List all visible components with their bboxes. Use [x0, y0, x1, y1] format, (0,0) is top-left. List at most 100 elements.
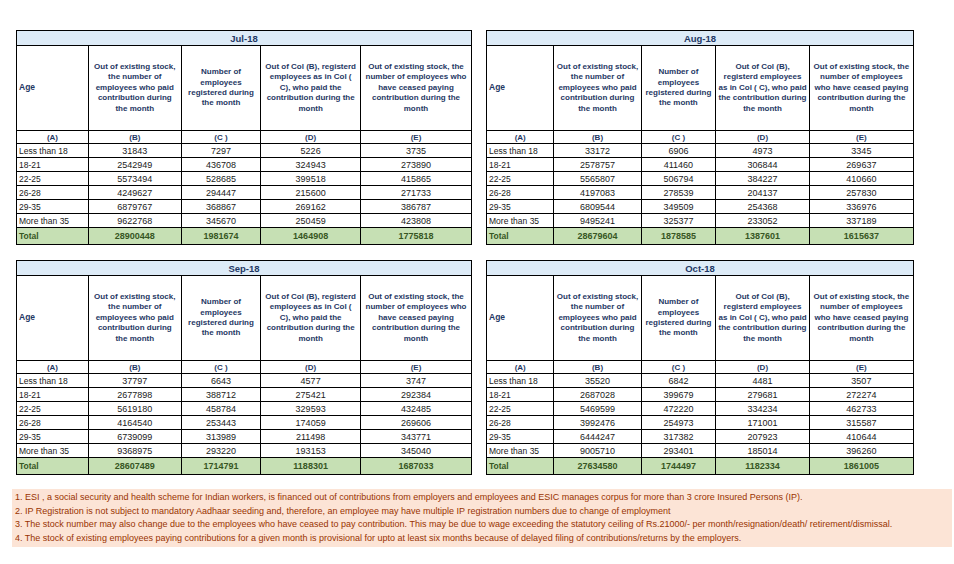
value-cell: 306844: [716, 158, 810, 172]
table-row: Less than 1833172690649733345: [487, 144, 914, 158]
age-cell: 29-35: [487, 430, 554, 444]
value-cell: 6809544: [554, 200, 641, 214]
column-header-b: Out of existing stock, the number of emp…: [88, 46, 181, 131]
total-value-cell: 28679604: [554, 228, 641, 245]
value-cell: 5619180: [88, 402, 181, 416]
table-row: 22-255565807506794384227410660: [487, 172, 914, 186]
age-cell: 26-28: [487, 416, 554, 430]
letter-row: (A) (B) (C ) (D) (E): [17, 131, 472, 144]
value-cell: 388712: [181, 388, 261, 402]
value-cell: 3735: [360, 144, 471, 158]
value-cell: 325377: [641, 214, 716, 228]
month-title: Oct-18: [487, 261, 914, 276]
footnote-2: 2. IP Registration is not subject to man…: [15, 505, 949, 519]
table-jul-18: Jul-18 Age Out of existing stock, the nu…: [16, 30, 472, 245]
month-title: Sep-18: [17, 261, 472, 276]
value-cell: 410644: [809, 430, 913, 444]
letter-d: (D): [716, 131, 810, 144]
value-cell: 207923: [716, 430, 810, 444]
value-cell: 5573494: [88, 172, 181, 186]
value-cell: 6643: [181, 374, 261, 388]
value-cell: 9622768: [88, 214, 181, 228]
table-row: 18-212677898388712275421292384: [17, 388, 472, 402]
letter-e: (E): [360, 131, 471, 144]
age-cell: 26-28: [17, 416, 89, 430]
table-row: 26-284249627294447215600271733: [17, 186, 472, 200]
value-cell: 257830: [809, 186, 913, 200]
value-cell: 6879767: [88, 200, 181, 214]
month-title: Jul-18: [17, 31, 472, 46]
value-cell: 204137: [716, 186, 810, 200]
table-row: 29-356879767368867269162386787: [17, 200, 472, 214]
value-cell: 315587: [809, 416, 913, 430]
column-header-b: Out of existing stock, the number of emp…: [554, 276, 641, 361]
table-row: 18-212542949436708324943273890: [17, 158, 472, 172]
age-cell: More than 35: [17, 444, 89, 458]
value-cell: 193153: [261, 444, 361, 458]
value-cell: 399679: [641, 388, 716, 402]
value-cell: 4481: [716, 374, 810, 388]
value-cell: 33172: [554, 144, 641, 158]
month-header-row: Oct-18: [487, 261, 914, 276]
month-data-table: Aug-18 Age Out of existing stock, the nu…: [486, 30, 914, 245]
month-header-row: Sep-18: [17, 261, 472, 276]
age-cell: Less than 18: [17, 374, 89, 388]
value-cell: 9368975: [88, 444, 181, 458]
month-header-row: Jul-18: [17, 31, 472, 46]
letter-row: (A) (B) (C ) (D) (E): [487, 131, 914, 144]
value-cell: 293220: [181, 444, 261, 458]
table-row: 22-255469599472220334234462733: [487, 402, 914, 416]
table-row: 22-255573494528685399518415865: [17, 172, 472, 186]
age-cell: 18-21: [487, 388, 554, 402]
total-value-cell: 1182334: [716, 458, 810, 475]
column-header-c: Number of employees registered during th…: [641, 46, 716, 131]
value-cell: 313989: [181, 430, 261, 444]
column-header-c: Number of employees registered during th…: [641, 276, 716, 361]
total-value-cell: 1615637: [809, 228, 913, 245]
value-cell: 272274: [809, 388, 913, 402]
letter-d: (D): [261, 361, 361, 374]
value-cell: 233052: [716, 214, 810, 228]
total-row: Total28607489171479111883011687033: [17, 458, 472, 475]
total-value-cell: 1744497: [641, 458, 716, 475]
value-cell: 185014: [716, 444, 810, 458]
value-cell: 9495241: [554, 214, 641, 228]
letter-e: (E): [360, 361, 471, 374]
month-data-table: Jul-18 Age Out of existing stock, the nu…: [16, 30, 472, 245]
table-row: 29-356809544349509254368336976: [487, 200, 914, 214]
value-cell: 294447: [181, 186, 261, 200]
value-cell: 2542949: [88, 158, 181, 172]
value-cell: 462733: [809, 402, 913, 416]
table-row: 26-284197083278539204137257830: [487, 186, 914, 200]
column-header-e: Out of existing stock, the number of emp…: [809, 276, 913, 361]
letter-row: (A) (B) (C ) (D) (E): [487, 361, 914, 374]
total-label: Total: [487, 228, 554, 245]
letter-c: (C ): [181, 131, 261, 144]
total-value-cell: 27634580: [554, 458, 641, 475]
table-sep-18: Sep-18 Age Out of existing stock, the nu…: [16, 260, 472, 475]
column-header-c: Number of employees registered during th…: [181, 46, 261, 131]
table-row: 29-356739099313989211498343771: [17, 430, 472, 444]
value-cell: 349509: [641, 200, 716, 214]
letter-e: (E): [809, 361, 913, 374]
value-cell: 5565807: [554, 172, 641, 186]
value-cell: 506794: [641, 172, 716, 186]
value-cell: 4164540: [88, 416, 181, 430]
column-header-d: Out of Col (B), registerd employees as i…: [261, 46, 361, 131]
age-cell: Less than 18: [487, 144, 554, 158]
age-cell: More than 35: [17, 214, 89, 228]
month-title: Aug-18: [487, 31, 914, 46]
value-cell: 35520: [554, 374, 641, 388]
table-row: More than 359622768345670250459423808: [17, 214, 472, 228]
value-cell: 269606: [360, 416, 471, 430]
month-data-table: Oct-18 Age Out of existing stock, the nu…: [486, 260, 914, 475]
value-cell: 432485: [360, 402, 471, 416]
age-cell: 18-21: [17, 388, 89, 402]
table-row: More than 359368975293220193153345040: [17, 444, 472, 458]
age-cell: 22-25: [487, 172, 554, 186]
footnote-3: 3. The stock number may also change due …: [15, 518, 949, 532]
total-value-cell: 1687033: [360, 458, 471, 475]
table-row: 26-284164540253443174059269606: [17, 416, 472, 430]
value-cell: 472220: [641, 402, 716, 416]
column-header-age: Age: [17, 46, 89, 131]
